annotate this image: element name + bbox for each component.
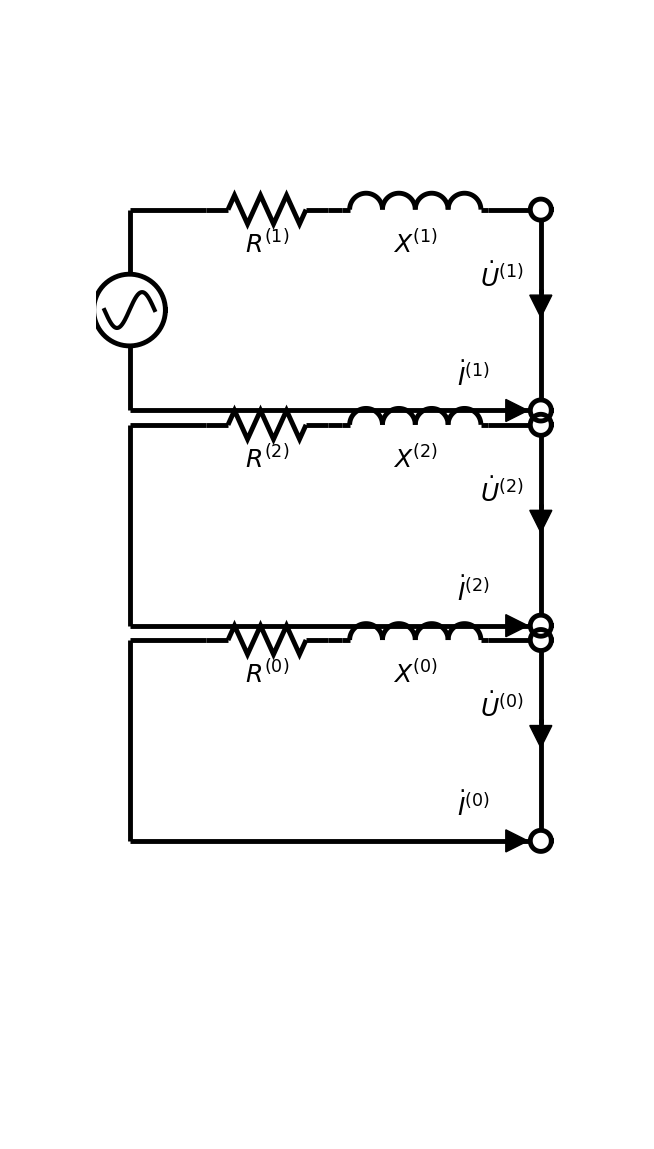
Text: $\dot{I}^{(0)}$: $\dot{I}^{(0)}$: [456, 792, 490, 822]
Polygon shape: [506, 400, 528, 422]
Text: $X^{(1)}$: $X^{(1)}$: [392, 230, 438, 259]
Text: $X^{(2)}$: $X^{(2)}$: [392, 445, 438, 473]
Text: $\dot{U}^{(2)}$: $\dot{U}^{(2)}$: [480, 477, 524, 507]
Polygon shape: [530, 295, 552, 317]
Text: $\dot{I}^{(2)}$: $\dot{I}^{(2)}$: [456, 577, 490, 607]
Text: $R^{(0)}$: $R^{(0)}$: [245, 661, 289, 688]
Polygon shape: [506, 615, 528, 637]
Text: $R^{(1)}$: $R^{(1)}$: [245, 230, 289, 259]
Polygon shape: [506, 830, 528, 851]
Text: $X^{(0)}$: $X^{(0)}$: [392, 661, 438, 688]
Polygon shape: [530, 415, 551, 435]
Polygon shape: [530, 630, 551, 650]
Polygon shape: [530, 725, 552, 748]
Text: $\dot{U}^{(1)}$: $\dot{U}^{(1)}$: [480, 262, 524, 292]
Text: $\dot{U}^{(0)}$: $\dot{U}^{(0)}$: [480, 692, 524, 722]
Polygon shape: [530, 400, 551, 421]
Polygon shape: [530, 199, 551, 221]
Text: $R^{(2)}$: $R^{(2)}$: [245, 445, 289, 473]
Polygon shape: [530, 510, 552, 532]
Polygon shape: [530, 615, 551, 637]
Text: $\dot{I}^{(1)}$: $\dot{I}^{(1)}$: [456, 361, 490, 391]
Polygon shape: [530, 831, 551, 851]
